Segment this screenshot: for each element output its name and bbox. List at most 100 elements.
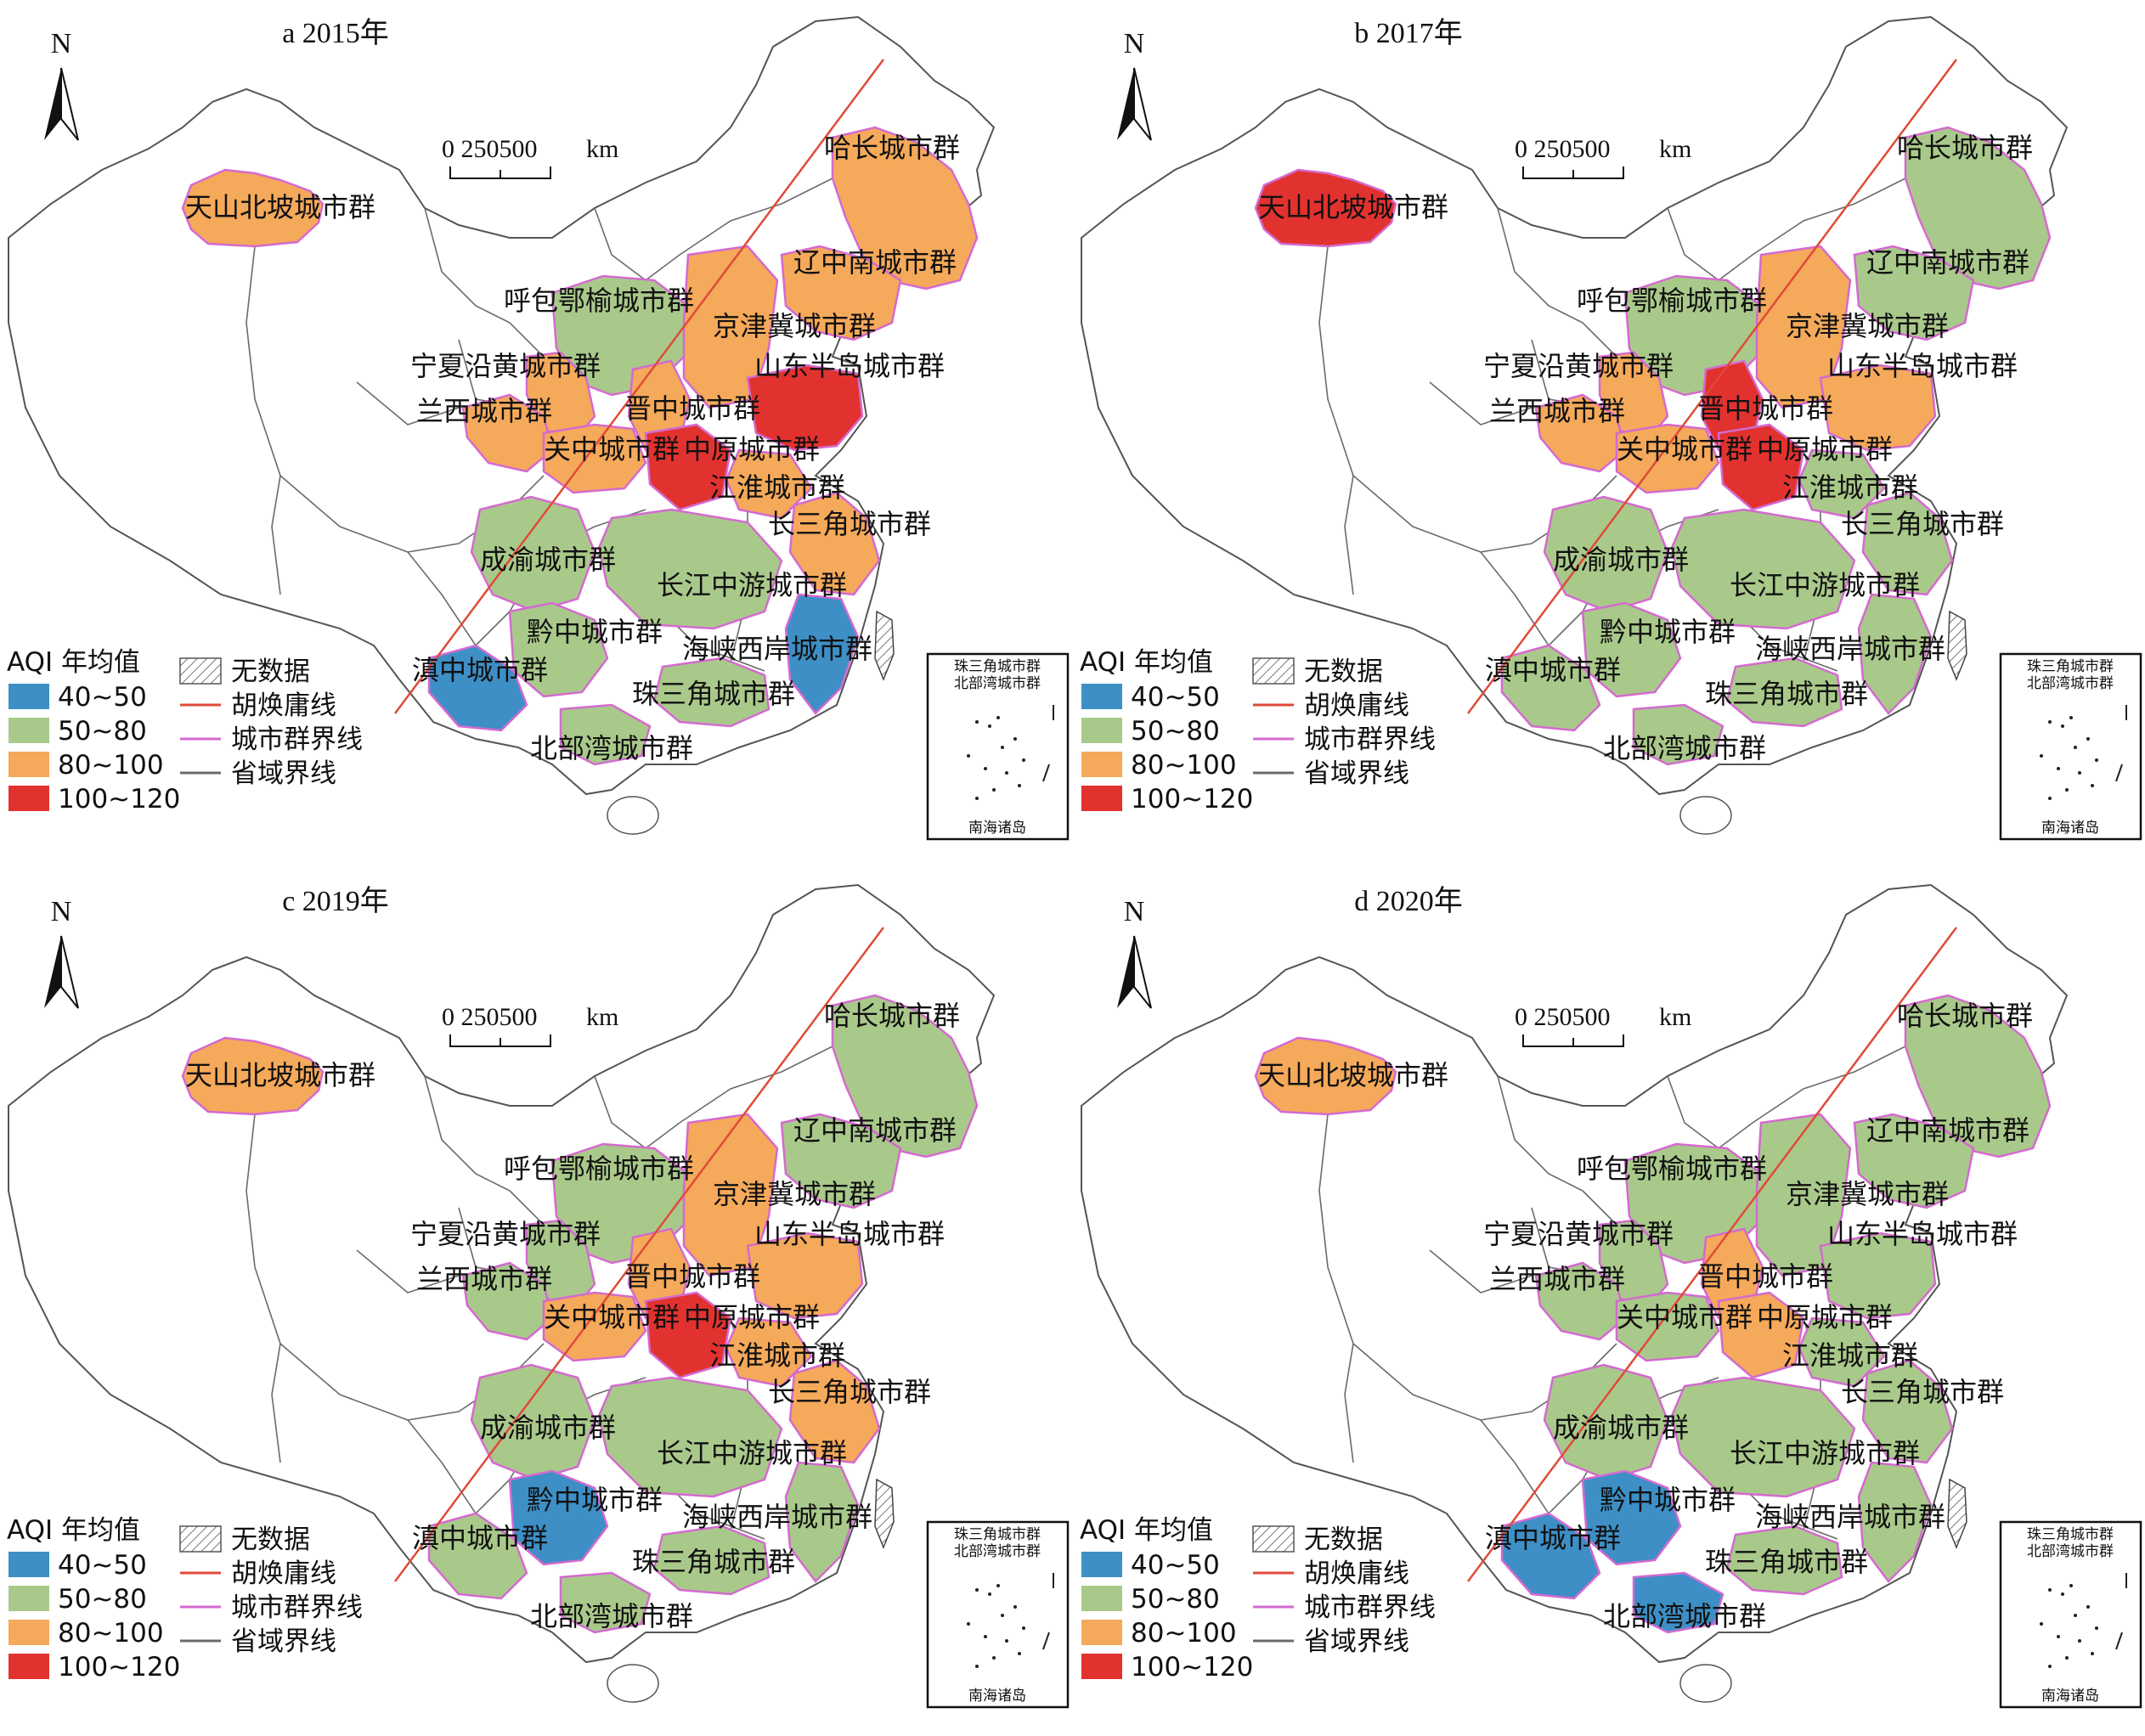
scale-bar: 0 250500 km bbox=[442, 135, 618, 179]
cluster-label-changjiang: 长江中游城市群 bbox=[1730, 569, 1920, 601]
cluster-dianzhong bbox=[1500, 644, 1601, 732]
svg-text:无数据: 无数据 bbox=[231, 657, 310, 687]
province-boundary bbox=[407, 1419, 511, 1515]
province-boundary bbox=[356, 381, 460, 426]
map-panel-2015: 天山北坡城市群 哈长城市群 辽中南城市群 呼包鄂榆城市群 京津冀城市群 宁夏沿黄城市群 山东… bbox=[0, 0, 1072, 868]
cluster-label-zhongyuan: 中原城市群 bbox=[1757, 433, 1893, 465]
cluster-changsanjiao bbox=[788, 491, 881, 596]
cluster-guanzhong bbox=[1615, 1291, 1720, 1362]
cluster-label-changsanjiao: 长三角城市群 bbox=[1841, 1376, 2004, 1408]
cluster-chengyu bbox=[1543, 495, 1669, 613]
svg-text:N: N bbox=[51, 28, 72, 59]
taiwan-no-data bbox=[874, 610, 895, 682]
legend-swatch bbox=[1081, 786, 1122, 811]
cluster-jianghuai bbox=[725, 448, 813, 520]
province-boundary bbox=[271, 475, 281, 595]
legend-swatch bbox=[1081, 718, 1122, 743]
svg-text:省域界线: 省域界线 bbox=[231, 1626, 336, 1657]
cluster-chengyu bbox=[1543, 1363, 1669, 1481]
cluster-label-tianshan: 天山北坡城市群 bbox=[1258, 1059, 1448, 1091]
svg-text:50~80: 50~80 bbox=[1131, 1584, 1220, 1615]
cluster-label-shandong: 山东半岛城市群 bbox=[754, 1218, 945, 1250]
legend-swatch bbox=[1081, 1620, 1122, 1645]
cluster-label-guanzhong: 关中城市群 bbox=[544, 1301, 680, 1333]
svg-text:0 250500: 0 250500 bbox=[1515, 135, 1611, 163]
cluster-beibuwan bbox=[1632, 703, 1724, 766]
cluster-qianzhong bbox=[508, 601, 609, 698]
svg-text:南海诸岛: 南海诸岛 bbox=[2041, 820, 2099, 837]
legend-swatch bbox=[1081, 1586, 1122, 1611]
legend-swatch bbox=[8, 684, 49, 709]
cluster-label-qianzhong: 黔中城市群 bbox=[1600, 1484, 1736, 1516]
legend-swatch bbox=[8, 1586, 49, 1611]
province-boundary bbox=[594, 1075, 646, 1149]
hu-huanyong-line bbox=[1466, 59, 1958, 714]
cluster-label-dianzhong: 滇中城市群 bbox=[412, 1522, 548, 1554]
cluster-changsanjiao bbox=[1861, 1359, 1954, 1464]
svg-text:省域界线: 省域界线 bbox=[231, 758, 336, 789]
cluster-label-changsanjiao: 长三角城市群 bbox=[768, 1376, 931, 1408]
svg-text:100~120: 100~120 bbox=[1131, 784, 1253, 814]
cluster-label-lanxi: 兰西城市群 bbox=[416, 395, 552, 427]
cluster-label-haixia: 海峡西岸城市群 bbox=[682, 1501, 872, 1533]
cluster-label-guanzhong: 关中城市群 bbox=[1617, 433, 1753, 465]
svg-text:城市群界线: 城市群界线 bbox=[1304, 1592, 1436, 1623]
svg-text:km: km bbox=[586, 135, 618, 163]
cluster-changjiang bbox=[597, 1376, 783, 1498]
cluster-label-hubao: 呼包鄂榆城市群 bbox=[504, 285, 694, 317]
cluster-label-jinzhong: 晋中城市群 bbox=[1697, 392, 1833, 425]
cluster-label-shandong: 山东半岛城市群 bbox=[754, 350, 945, 382]
cluster-zhusanjiao bbox=[1725, 657, 1843, 728]
svg-text:珠三角城市群: 珠三角城市群 bbox=[2027, 1526, 2114, 1543]
cluster-label-jinzhong: 晋中城市群 bbox=[624, 392, 760, 425]
province-boundary bbox=[1667, 207, 1719, 281]
province-boundary bbox=[1497, 207, 1583, 324]
cluster-lanxi bbox=[1534, 1261, 1627, 1341]
cluster-label-jianghuai: 江淮城市群 bbox=[709, 1339, 845, 1372]
cluster-label-tianshan: 天山北坡城市群 bbox=[185, 1059, 375, 1091]
province-boundary bbox=[594, 207, 646, 281]
north-arrow-icon: N bbox=[44, 896, 79, 1009]
svg-text:城市群界线: 城市群界线 bbox=[1304, 724, 1436, 755]
cluster-qianzhong bbox=[1581, 601, 1682, 698]
legend-swatch bbox=[1081, 684, 1122, 709]
legend-swatch bbox=[8, 1620, 49, 1645]
cluster-label-chengyu: 成渝城市群 bbox=[480, 544, 616, 576]
cluster-zhusanjiao bbox=[652, 657, 771, 728]
cluster-label-beibuwan: 北部湾城市群 bbox=[1603, 732, 1766, 764]
svg-text:100~120: 100~120 bbox=[58, 1652, 180, 1682]
cluster-label-qianzhong: 黔中城市群 bbox=[527, 616, 663, 648]
cluster-label-chengyu: 成渝城市群 bbox=[1553, 544, 1689, 576]
province-boundary bbox=[407, 551, 511, 647]
legend-swatch bbox=[8, 718, 49, 743]
cluster-label-zhusanjiao: 珠三角城市群 bbox=[632, 678, 795, 710]
cluster-guanzhong bbox=[1615, 423, 1720, 494]
taiwan-no-data bbox=[1947, 1478, 1967, 1550]
svg-text:无数据: 无数据 bbox=[231, 1525, 310, 1555]
cluster-label-zhongyuan: 中原城市群 bbox=[684, 433, 820, 465]
cluster-label-beibuwan: 北部湾城市群 bbox=[1603, 1600, 1766, 1632]
cluster-shandong bbox=[1819, 364, 1937, 452]
cluster-label-zhongyuan: 中原城市群 bbox=[684, 1301, 820, 1333]
cluster-guanzhong bbox=[542, 423, 647, 494]
cluster-label-jingjinji: 京津冀城市群 bbox=[1786, 1178, 1949, 1210]
svg-text:南海诸岛: 南海诸岛 bbox=[968, 1688, 1026, 1705]
svg-text:珠三角城市群: 珠三角城市群 bbox=[954, 1526, 1041, 1543]
svg-text:无数据: 无数据 bbox=[1304, 657, 1383, 687]
cluster-changjiang bbox=[597, 508, 783, 630]
province-boundary bbox=[271, 1343, 281, 1463]
cluster-changsanjiao bbox=[1861, 491, 1954, 596]
svg-text:城市群界线: 城市群界线 bbox=[231, 724, 363, 755]
province-boundary bbox=[246, 245, 409, 553]
cluster-chengyu bbox=[470, 495, 596, 613]
cluster-zhongyuan bbox=[1717, 423, 1805, 511]
cluster-label-lanxi: 兰西城市群 bbox=[1489, 1263, 1625, 1295]
cluster-liaozhongnan bbox=[780, 1113, 902, 1209]
cluster-dianzhong bbox=[1500, 1512, 1601, 1600]
